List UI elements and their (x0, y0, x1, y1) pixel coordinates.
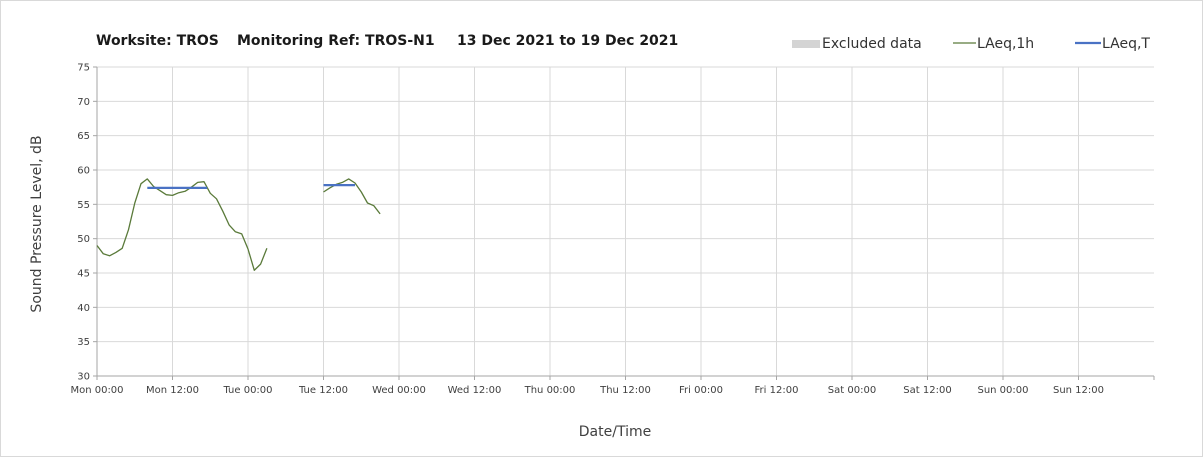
legend-label-laeq-1h: LAeq,1h (977, 36, 1034, 52)
legend-swatch-excluded-data (792, 40, 820, 48)
legend-label-excluded-data: Excluded data (822, 36, 922, 52)
y-tick-label: 45 (77, 269, 90, 280)
x-tick-label: Fri 12:00 (755, 385, 799, 396)
x-tick-label: Thu 00:00 (524, 385, 576, 396)
x-tick-label: Fri 00:00 (679, 385, 723, 396)
x-tick-label: Sat 00:00 (828, 385, 876, 396)
y-tick-label: 55 (77, 200, 90, 211)
chart-axes (93, 66, 1155, 380)
y-tick-label: 30 (77, 372, 90, 383)
y-tick-label: 75 (77, 63, 90, 74)
x-tick-label: Wed 00:00 (372, 385, 426, 396)
y-axis-tick-labels: 30 35 40 45 50 55 60 65 70 75 (77, 63, 90, 383)
y-tick-label: 50 (77, 234, 90, 245)
x-tick-label: Tue 12:00 (298, 385, 348, 396)
series-line-laeq-1h (96, 178, 268, 271)
x-axis-label: Date/Time (579, 424, 651, 440)
legend-label-laeq-t: LAeq,T (1102, 36, 1150, 52)
chart-title-monitoring-ref: Monitoring Ref: TROS-N1 (237, 33, 435, 49)
x-tick-label: Sun 00:00 (977, 385, 1028, 396)
x-tick-label: Tue 00:00 (222, 385, 272, 396)
y-tick-label: 60 (77, 166, 90, 177)
chart-title-worksite: Worksite: TROS (96, 33, 219, 49)
x-tick-label: Mon 12:00 (146, 385, 199, 396)
y-tick-label: 70 (77, 97, 90, 108)
x-tick-label: Sun 12:00 (1053, 385, 1104, 396)
x-tick-label: Thu 12:00 (599, 385, 651, 396)
y-tick-label: 40 (77, 303, 90, 314)
y-axis-label: Sound Pressure Level, dB (29, 135, 45, 312)
x-tick-label: Mon 00:00 (70, 385, 123, 396)
y-tick-label: 35 (77, 337, 90, 348)
chart-series (96, 178, 381, 271)
x-axis-tick-labels: Mon 00:00 Mon 12:00 Tue 00:00 Tue 12:00 Wed … (70, 385, 1104, 396)
y-tick-label: 65 (77, 131, 90, 142)
x-tick-label: Sat 12:00 (903, 385, 951, 396)
x-tick-label: Wed 12:00 (448, 385, 502, 396)
chart-gridlines (97, 66, 1154, 376)
chart-title-date-range: 13 Dec 2021 to 19 Dec 2021 (457, 33, 678, 49)
chart-legend: Excluded data LAeq,1h LAeq,T (792, 36, 1150, 52)
